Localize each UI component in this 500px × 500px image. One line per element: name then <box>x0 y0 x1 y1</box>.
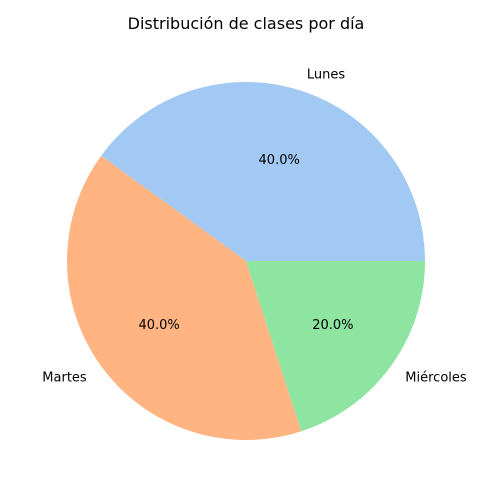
pie-slice-martes <box>66 155 302 440</box>
pie-slices <box>66 82 425 440</box>
pct-label-martes: 40.0% <box>138 318 179 333</box>
pie-slice-miércoles <box>246 261 425 432</box>
pct-label-lunes: 40.0% <box>259 153 300 168</box>
pct-label-miércoles: 20.0% <box>312 318 353 333</box>
pie-slice-lunes <box>101 82 425 261</box>
slice-label-martes: Martes <box>42 371 87 386</box>
slice-label-lunes: Lunes <box>307 68 345 83</box>
chart-title: Distribución de clases por día <box>128 14 365 33</box>
pie-labels: 40.0% Lunes 40.0% Martes 20.0% Miércoles <box>42 68 467 386</box>
slice-label-miércoles: Miércoles <box>405 371 467 386</box>
